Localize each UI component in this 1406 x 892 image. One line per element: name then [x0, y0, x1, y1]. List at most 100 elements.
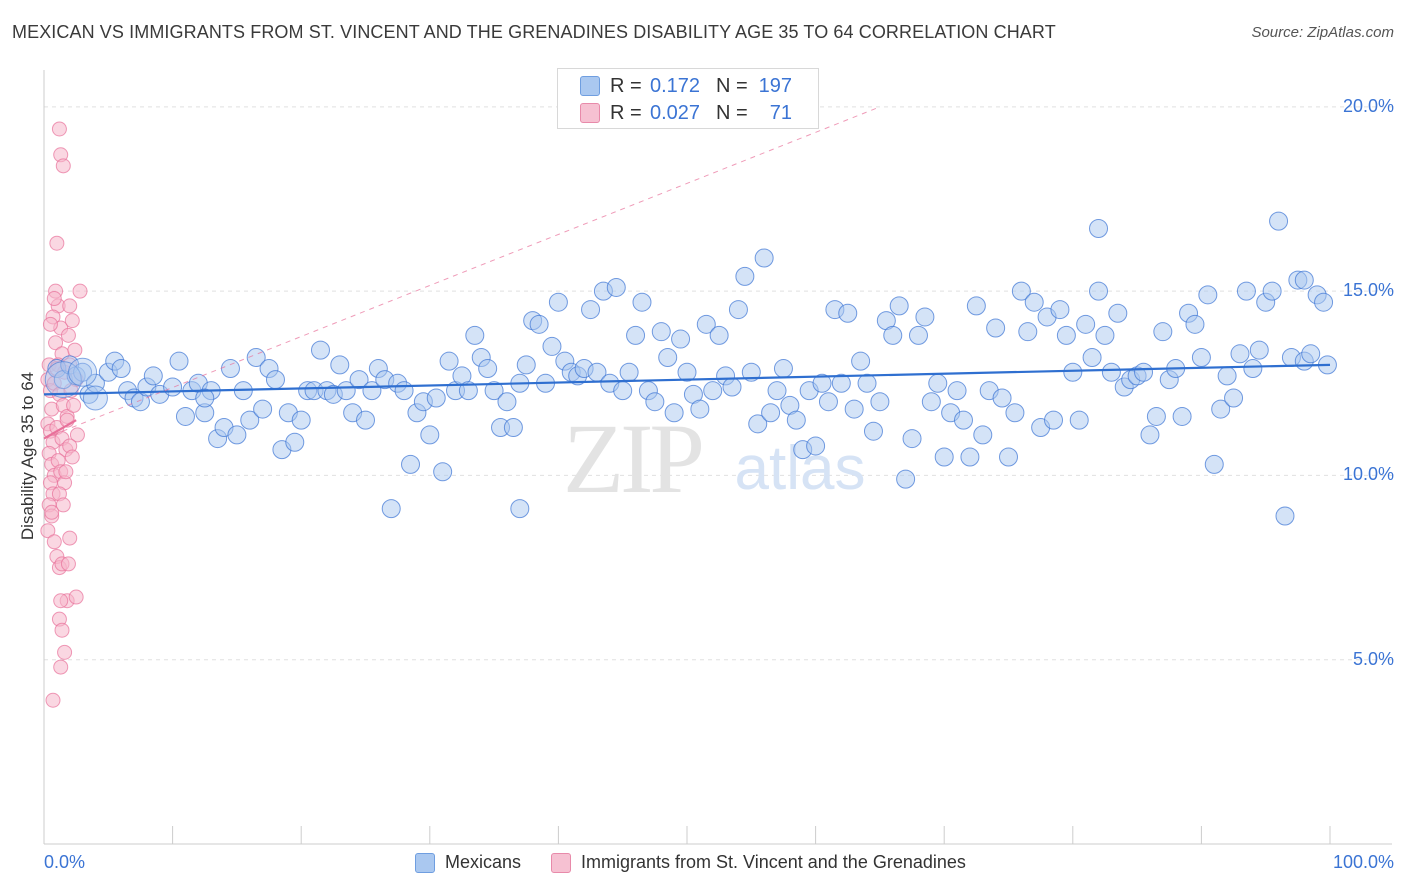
- legend-n-label: N =: [716, 74, 748, 97]
- blue-point: [934, 447, 954, 467]
- pink-point: [66, 397, 82, 413]
- blue-point: [1044, 410, 1064, 430]
- blue-point: [915, 307, 935, 327]
- blue-point: [1005, 403, 1025, 423]
- blue-point: [420, 425, 440, 445]
- blue-point: [1011, 281, 1031, 301]
- blue-point: [992, 388, 1012, 408]
- blue-point: [1069, 410, 1089, 430]
- legend-r-value: 0.172: [650, 74, 701, 97]
- legend-n-label: N =: [716, 101, 748, 124]
- pink-point: [68, 589, 84, 605]
- blue-point: [999, 447, 1018, 467]
- blue-point: [947, 381, 967, 401]
- blue-point: [349, 370, 369, 390]
- legend-item-immigrants: Immigrants from St. Vincent and the Gren…: [551, 852, 966, 873]
- blue-point: [111, 359, 131, 379]
- pink-point: [40, 523, 56, 539]
- blue-point: [169, 351, 189, 371]
- blue-point: [632, 292, 652, 312]
- blue-point: [581, 300, 601, 320]
- blue-point: [458, 381, 478, 401]
- blue-point: [1082, 347, 1102, 367]
- y-tick-label: 5.0%: [1352, 648, 1394, 669]
- pink-point: [54, 622, 70, 638]
- blue-point: [1224, 388, 1244, 408]
- pink-point: [48, 335, 64, 351]
- blue-point: [658, 347, 678, 367]
- blue-point: [664, 403, 684, 423]
- blue-point: [1243, 359, 1263, 379]
- blue-point: [394, 381, 414, 401]
- blue-point: [696, 314, 716, 334]
- blue-point: [863, 421, 883, 441]
- blue-point: [1269, 211, 1289, 231]
- blue-point: [510, 499, 530, 519]
- blue-point: [1089, 281, 1109, 301]
- blue-point: [1294, 270, 1314, 290]
- blue-point: [690, 399, 710, 419]
- blue-point: [928, 373, 948, 393]
- legend-r-label: R =: [610, 74, 642, 97]
- blue-point: [953, 410, 973, 430]
- blue-point: [883, 325, 903, 345]
- blue-point: [253, 399, 273, 419]
- axes: [43, 70, 1392, 845]
- blue-point: [1236, 281, 1256, 301]
- blue-point: [908, 325, 928, 345]
- pink-point: [46, 534, 62, 550]
- y-axis-label: Disability Age 35 to 64: [18, 371, 37, 541]
- blue-point: [728, 300, 748, 320]
- blue-point: [503, 418, 523, 438]
- blue-point: [73, 362, 93, 382]
- blue-point: [330, 355, 350, 375]
- blue-point: [401, 454, 421, 474]
- pink-point: [55, 497, 71, 513]
- blue-point: [966, 296, 986, 316]
- blue-point: [1018, 322, 1038, 342]
- pink-point: [55, 158, 71, 174]
- blue-point: [1172, 406, 1192, 426]
- blue-point: [548, 292, 568, 312]
- x-tick-label-max: 100.0%: [1332, 852, 1394, 872]
- blue-point: [1095, 325, 1115, 345]
- blue-point: [651, 322, 671, 342]
- blue-point: [484, 381, 504, 401]
- series-legend: Mexicans Immigrants from St. Vincent and…: [415, 852, 996, 873]
- blue-point: [529, 314, 549, 334]
- legend-n-value: 197: [758, 74, 792, 97]
- blue-point: [220, 359, 240, 379]
- blue-point: [986, 318, 1006, 338]
- blue-point: [426, 388, 446, 408]
- blue-point: [748, 414, 768, 434]
- blue-point: [1146, 406, 1166, 426]
- legend-item-mexicans: Mexicans: [415, 852, 521, 873]
- blue-point: [1185, 314, 1205, 334]
- blue-point: [68, 357, 98, 387]
- blue-point: [786, 410, 806, 430]
- pink-point: [62, 530, 78, 546]
- legend-label-immigrants: Immigrants from St. Vincent and the Gren…: [581, 852, 966, 872]
- blue-point: [896, 469, 916, 489]
- pink-point: [62, 298, 78, 314]
- blue-point: [773, 359, 793, 379]
- blue-point: [1024, 292, 1044, 312]
- pink-point: [60, 327, 76, 343]
- blue-point: [1050, 300, 1070, 320]
- blue-point: [735, 266, 755, 286]
- blue-point: [1301, 344, 1321, 364]
- legend-r-label: R =: [610, 101, 642, 124]
- blue-point: [1056, 325, 1076, 345]
- blue-point: [838, 303, 858, 323]
- legend-row-immigrants: R = 0.027 N = 71: [580, 101, 792, 125]
- legend-r-value: 0.027: [650, 101, 701, 124]
- blue-point: [497, 392, 517, 412]
- blue-point: [291, 410, 311, 430]
- blue-point: [626, 325, 646, 345]
- blue-point: [741, 362, 761, 382]
- blue-point: [960, 447, 980, 467]
- blue-point: [1140, 425, 1160, 445]
- legend-swatch-pink: [551, 852, 572, 873]
- blue-point: [1063, 362, 1083, 382]
- blue-point: [1108, 303, 1128, 323]
